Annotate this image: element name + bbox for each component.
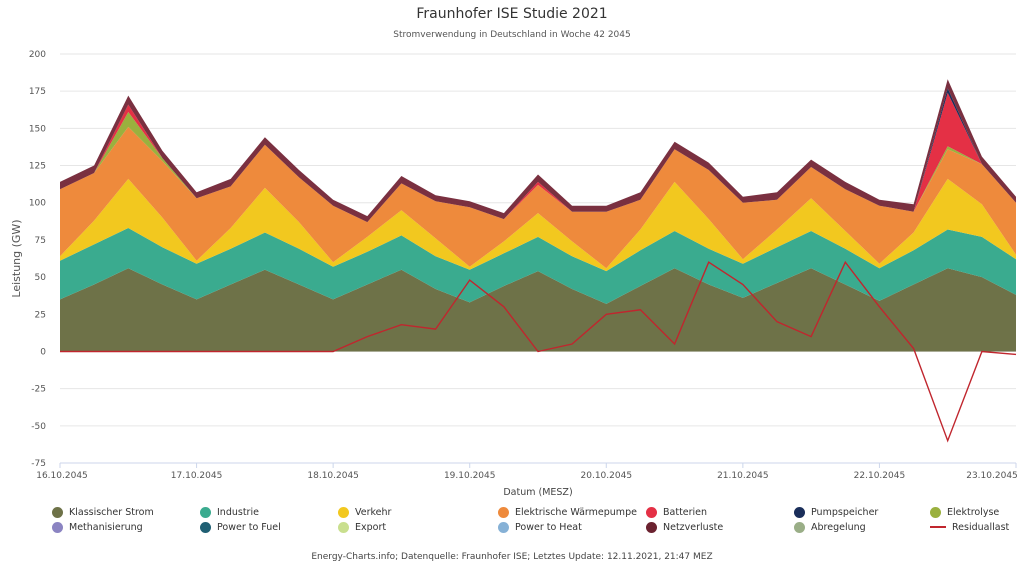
- area-industrie: [60, 228, 1016, 304]
- y-tick-label: 25: [35, 310, 46, 320]
- legend-label: Elektrische Wärmepumpe: [515, 506, 637, 518]
- chart-title: Fraunhofer ISE Studie 2021: [416, 6, 608, 22]
- legend-item-methanisierung[interactable]: Methanisierung: [52, 520, 143, 534]
- y-axis-title: Leistung (GW): [10, 219, 23, 297]
- y-tick-label: -25: [31, 385, 46, 395]
- y-tick-label: 200: [29, 50, 46, 60]
- axes: 200 175 150 125 100 75 50 25 0 -25 -50 -75 16.10.204…: [10, 50, 1018, 498]
- y-tick-label: 150: [29, 124, 46, 134]
- source-footer: Energy-Charts.info; Datenquelle: Fraunho…: [311, 552, 713, 562]
- legend-item-power-to-fuel[interactable]: Power to Fuel: [200, 520, 281, 534]
- legend-label: Power to Fuel: [217, 521, 281, 533]
- legend-item-power-to-heat[interactable]: Power to Heat: [498, 520, 582, 534]
- x-tick-label: 20.10.2045: [581, 471, 633, 481]
- legend-label: Industrie: [217, 506, 259, 518]
- legend-label: Elektrolyse: [947, 506, 1000, 518]
- legend-item-export[interactable]: Export: [338, 520, 386, 534]
- legend-swatch: [338, 521, 349, 533]
- legend-swatch: [794, 506, 805, 518]
- legend-item-abregelung[interactable]: Abregelung: [794, 520, 866, 534]
- legend-label: Power to Heat: [515, 521, 582, 533]
- legend-swatch: [794, 521, 805, 533]
- legend-item-elektrische-w-rmepumpe[interactable]: Elektrische Wärmepumpe: [498, 505, 637, 519]
- legend-swatch: [498, 506, 509, 518]
- y-tick-label: 125: [29, 162, 46, 172]
- area-verkehr: [60, 178, 1016, 272]
- legend-label: Export: [355, 521, 387, 533]
- legend-label: Netzverluste: [663, 521, 724, 533]
- residual-line: [60, 260, 1017, 443]
- x-tick-label: 18.10.2045: [307, 471, 359, 481]
- x-tick-label: 17.10.2045: [171, 471, 223, 481]
- legend-swatch: [930, 526, 946, 528]
- legend-item-elektrolyse[interactable]: Elektrolyse: [930, 505, 999, 519]
- legend-swatch: [200, 506, 211, 518]
- legend-swatch: [498, 521, 509, 533]
- legend-label: Residuallast: [952, 521, 1010, 533]
- legend-item-verkehr[interactable]: Verkehr: [338, 505, 391, 519]
- legend-swatch: [646, 521, 657, 533]
- legend-label: Abregelung: [811, 521, 866, 533]
- legend-item-industrie[interactable]: Industrie: [200, 505, 259, 519]
- legend-label: Methanisierung: [69, 521, 143, 533]
- legend-item-residuallast[interactable]: Residuallast: [930, 520, 1009, 534]
- y-tick-label: -50: [31, 422, 46, 432]
- legend-label: Verkehr: [355, 506, 392, 518]
- legend-swatch: [52, 521, 63, 533]
- x-tick-label: 23.10.2045: [966, 471, 1018, 481]
- x-axis-title: Datum (MESZ): [503, 487, 572, 498]
- legend-label: Batterien: [663, 506, 708, 518]
- y-tick-label: 100: [29, 199, 46, 209]
- legend-item-batterien[interactable]: Batterien: [646, 505, 707, 519]
- legend-swatch: [646, 506, 657, 518]
- legend-label: Klassischer Strom: [69, 506, 154, 518]
- area-elektrische-w-rmepumpe: [60, 126, 1016, 269]
- y-tick-label: -75: [31, 459, 46, 469]
- line-residuallast: [60, 260, 1017, 443]
- legend-label: Pumpspeicher: [811, 506, 879, 518]
- y-tick-label: 75: [35, 236, 46, 246]
- y-tick-label: 0: [40, 347, 46, 357]
- y-tick-label: 175: [29, 87, 46, 97]
- y-tick-label: 50: [35, 273, 47, 283]
- legend-item-klassischer-strom[interactable]: Klassischer Strom: [52, 505, 154, 519]
- stacked-areas: [60, 79, 1016, 352]
- chart-subtitle: Stromverwendung in Deutschland in Woche …: [393, 30, 631, 40]
- legend-item-netzverluste[interactable]: Netzverluste: [646, 520, 723, 534]
- legend-swatch: [930, 506, 941, 518]
- area-klassischer-strom: [60, 268, 1016, 352]
- x-tick-label: 21.10.2045: [717, 471, 769, 481]
- legend-swatch: [338, 506, 349, 518]
- legend-item-pumpspeicher[interactable]: Pumpspeicher: [794, 505, 878, 519]
- legend-swatch: [52, 506, 63, 518]
- legend-swatch: [200, 521, 211, 533]
- x-tick-label: 16.10.2045: [36, 471, 88, 481]
- x-tick-label: 22.10.2045: [854, 471, 906, 481]
- x-tick-label: 19.10.2045: [444, 471, 496, 481]
